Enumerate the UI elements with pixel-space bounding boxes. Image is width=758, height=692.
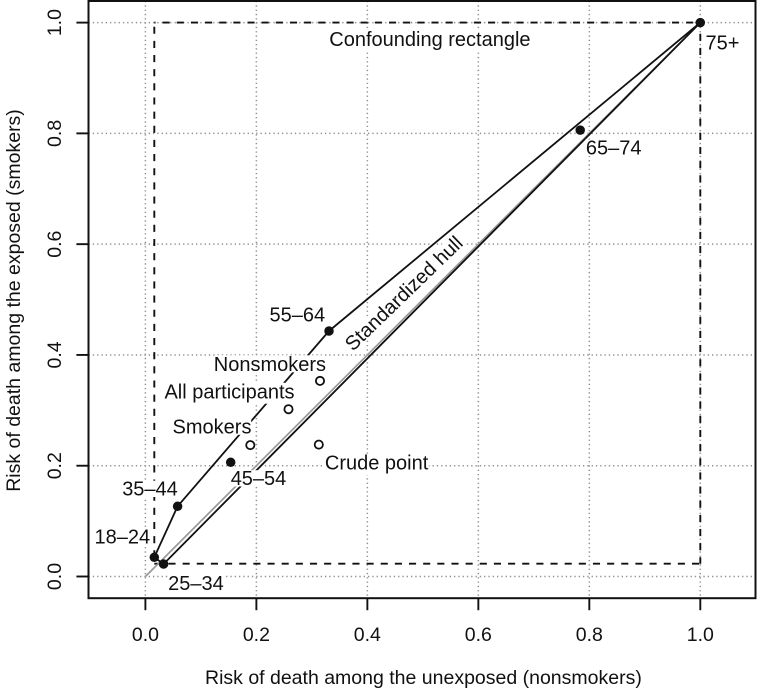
- svg-text:45–54: 45–54: [231, 468, 287, 490]
- svg-text:0.8: 0.8: [576, 624, 603, 646]
- svg-text:Smokers: Smokers: [173, 416, 252, 438]
- svg-text:65–74: 65–74: [586, 138, 642, 160]
- svg-text:18–24: 18–24: [94, 527, 150, 549]
- svg-text:75+: 75+: [706, 32, 740, 54]
- svg-text:Risk of death among the expose: Risk of death among the exposed (smokers…: [3, 109, 25, 492]
- svg-text:35–44: 35–44: [122, 479, 178, 501]
- svg-text:Confounding rectangle: Confounding rectangle: [329, 29, 530, 51]
- svg-text:0.4: 0.4: [44, 341, 66, 368]
- svg-text:0.2: 0.2: [243, 624, 270, 646]
- svg-text:0.0: 0.0: [44, 563, 66, 590]
- svg-text:All participants: All participants: [164, 381, 294, 403]
- svg-text:1.0: 1.0: [44, 9, 66, 36]
- svg-text:25–34: 25–34: [168, 573, 224, 595]
- svg-text:0.0: 0.0: [132, 624, 159, 646]
- svg-text:0.8: 0.8: [44, 120, 66, 147]
- svg-text:55–64: 55–64: [269, 304, 325, 326]
- svg-text:1.0: 1.0: [687, 624, 714, 646]
- svg-text:Nonsmokers: Nonsmokers: [214, 354, 326, 376]
- svg-text:0.2: 0.2: [44, 452, 66, 479]
- svg-text:0.6: 0.6: [44, 231, 66, 258]
- svg-text:Risk of death among the unexpo: Risk of death among the unexposed (nonsm…: [205, 667, 642, 689]
- svg-text:Crude point: Crude point: [325, 453, 429, 475]
- svg-text:0.6: 0.6: [465, 624, 492, 646]
- svg-text:0.4: 0.4: [354, 624, 381, 646]
